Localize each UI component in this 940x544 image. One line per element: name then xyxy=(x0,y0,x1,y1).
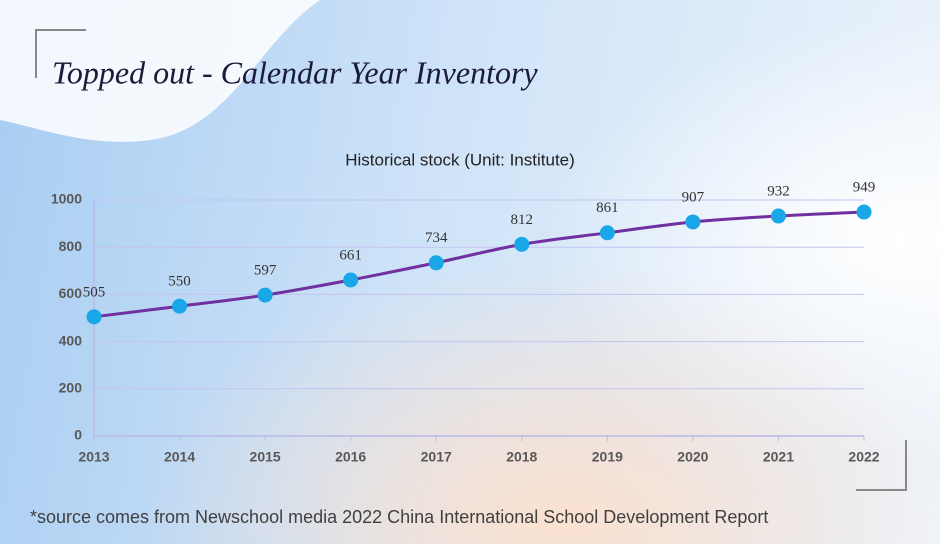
x-tick-label: 2019 xyxy=(592,449,623,465)
chart-title: Historical stock (Unit: Institute) xyxy=(345,150,575,169)
x-tick-label: 2015 xyxy=(250,449,281,465)
corner-bracket xyxy=(35,29,86,78)
x-tick-label: 2020 xyxy=(677,449,708,465)
x-tick-label: 2016 xyxy=(335,449,366,465)
data-label: 661 xyxy=(339,247,362,263)
point-marker xyxy=(514,236,530,252)
y-tick-label: 600 xyxy=(59,285,83,301)
y-tick-label: 0 xyxy=(74,427,82,443)
series-line xyxy=(93,210,865,319)
data-label: 812 xyxy=(511,212,534,228)
corner-bracket xyxy=(856,440,907,491)
point-marker xyxy=(86,309,102,325)
slide-title: Topped out - Calendar Year Inventory xyxy=(52,54,538,90)
data-label: 861 xyxy=(596,200,619,216)
point-marker xyxy=(599,225,615,241)
data-label: 505 xyxy=(83,284,106,300)
point-marker xyxy=(685,214,701,230)
point-marker xyxy=(343,272,359,288)
y-tick-label: 800 xyxy=(59,238,83,254)
y-tick-label: 200 xyxy=(59,380,83,396)
decor-swoosh xyxy=(0,0,320,142)
data-label: 949 xyxy=(853,179,876,195)
y-tick-label: 1000 xyxy=(51,191,82,207)
point-marker xyxy=(428,255,444,271)
x-tick-label: 2018 xyxy=(506,449,537,465)
x-tick-label: 2022 xyxy=(848,449,879,465)
x-tick-label: 2017 xyxy=(421,449,452,465)
point-marker xyxy=(257,287,273,303)
x-tick-label: 2021 xyxy=(763,449,794,465)
x-tick-label: 2013 xyxy=(78,449,109,465)
data-label: 550 xyxy=(168,274,191,290)
footnote: *source comes from Newschool media 2022 … xyxy=(30,507,768,527)
x-tick-label: 2014 xyxy=(164,449,195,465)
point-marker xyxy=(770,208,786,224)
data-label: 932 xyxy=(767,183,790,199)
y-tick-label: 400 xyxy=(59,332,83,348)
point-marker xyxy=(172,298,188,314)
data-label: 597 xyxy=(254,263,277,279)
data-label: 734 xyxy=(425,230,448,246)
data-label: 907 xyxy=(682,189,705,205)
point-marker xyxy=(856,204,872,220)
